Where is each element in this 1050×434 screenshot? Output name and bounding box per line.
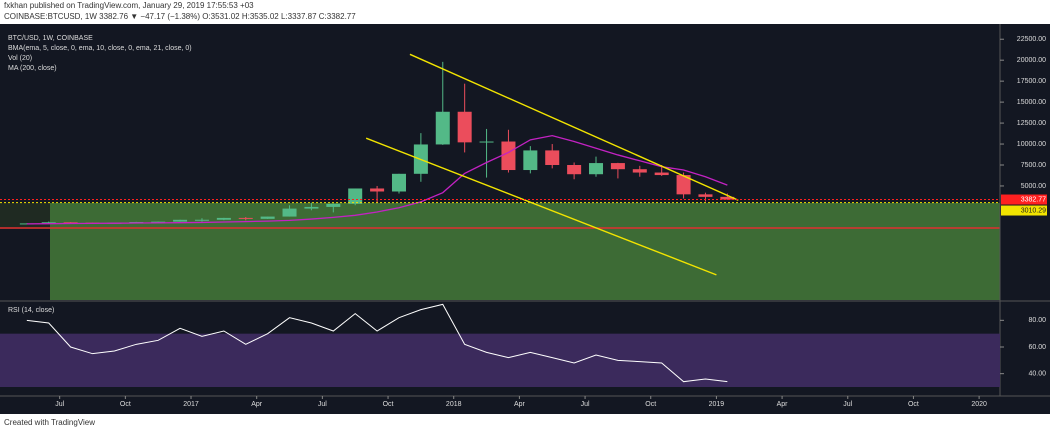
candle-body [41, 222, 56, 224]
y-tick-label: 15000.00 [1017, 99, 1046, 106]
candle-body [567, 165, 582, 175]
candle-body [194, 219, 209, 221]
candle-body [326, 203, 341, 207]
indicator: Vol (20) [8, 55, 32, 62]
candle-body [216, 217, 231, 220]
candle-body [654, 172, 669, 176]
price-label-box [1001, 194, 1047, 205]
rsi-tick-label: 60.00 [1028, 344, 1046, 351]
rsi-tick-label: 40.00 [1028, 371, 1046, 378]
candle-body [260, 216, 275, 219]
x-tick-label: Jul [55, 401, 64, 408]
candle-body [370, 188, 385, 192]
publisher: fxkhan published on TradingView.com, Jan… [4, 1, 254, 10]
price-label: 3010.29 [1021, 207, 1046, 214]
candle-body [698, 194, 713, 197]
rsi-title: RSI (14, close) [8, 307, 54, 314]
symbol-line: COINBASE:BTCUSD, 1W 3382.76 ▼ −47.17 (−1… [4, 12, 356, 21]
candle-body [676, 175, 691, 195]
indicator: BMA(ema, 5, close, 0, ema, 10, close, 0,… [8, 45, 192, 52]
candle-body [391, 173, 406, 192]
footer: Created with TradingView [4, 418, 95, 427]
y-tick-label: 10000.00 [1017, 141, 1046, 148]
plot-area [0, 53, 1000, 387]
candle-body [151, 221, 166, 223]
rsi-line [26, 303, 728, 383]
x-tick-label: Jul [581, 401, 590, 408]
x-tick-label: Oct [120, 401, 131, 408]
candle-body [632, 169, 647, 173]
candle-body [610, 163, 625, 170]
candle-body [304, 206, 319, 209]
candle-body [589, 163, 604, 175]
x-tick-label: Apr [514, 401, 526, 408]
candle-body [282, 208, 297, 217]
x-tick-label: 2020 [971, 401, 987, 408]
position-zone [50, 203, 1000, 300]
price-label: 3382.77 [1021, 196, 1046, 203]
x-tick-label: Apr [777, 401, 789, 408]
rsi-tick-label: 80.00 [1028, 317, 1046, 324]
candle-body [545, 150, 560, 165]
y-tick-label: 22500.00 [1017, 36, 1046, 43]
candle-body [720, 196, 735, 200]
ma-line [26, 134, 728, 225]
candle-body [238, 217, 253, 219]
candle-body [523, 150, 538, 171]
trendline [409, 53, 739, 201]
candle-body [19, 223, 34, 225]
rsi-band [0, 333, 1000, 387]
candle-body [63, 222, 78, 224]
y-tick-label: 5000.00 [1021, 183, 1046, 190]
y-tick-label: 20000.00 [1017, 57, 1046, 64]
legend-entry: MA (200, close) [8, 65, 57, 72]
x-tick-label: 2019 [709, 401, 725, 408]
x-tick-label: Jul [318, 401, 327, 408]
y-tick-label: 7500.00 [1021, 162, 1046, 169]
candle-body [457, 111, 472, 143]
candle-body [435, 111, 450, 145]
x-tick-label: Oct [908, 401, 919, 408]
trendline [365, 137, 717, 276]
candle-body [501, 141, 516, 171]
y-tick-label: 17500.00 [1017, 78, 1046, 85]
candle-body [348, 188, 363, 204]
candle-body [173, 219, 188, 222]
x-tick-label: Jul [843, 401, 852, 408]
x-tick-label: Apr [251, 401, 263, 408]
x-tick-label: 2018 [446, 401, 462, 408]
price-label-box [1001, 205, 1047, 216]
y-tick-label: 12500.00 [1017, 120, 1046, 127]
position-zone-left [0, 203, 50, 229]
chart-title: BTC/USD, 1W, COINBASE [8, 35, 93, 42]
x-tick-label: Oct [645, 401, 656, 408]
candle-body [479, 141, 494, 143]
x-tick-label: 2017 [183, 401, 199, 408]
x-tick-label: Oct [383, 401, 394, 408]
